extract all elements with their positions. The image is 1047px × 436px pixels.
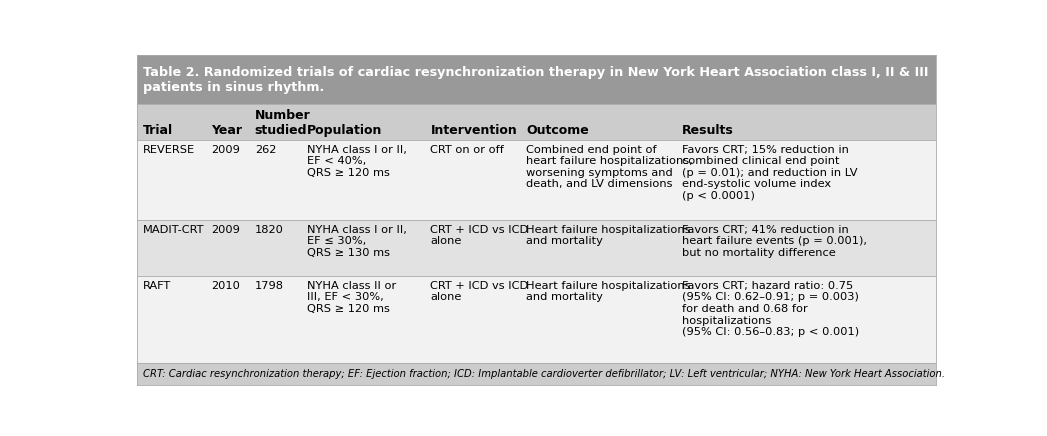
Text: Population: Population — [307, 124, 382, 137]
Text: Heart failure hospitalizations
and mortality: Heart failure hospitalizations and morta… — [527, 225, 691, 246]
Text: CRT + ICD vs ICD
alone: CRT + ICD vs ICD alone — [430, 281, 529, 302]
Bar — [520, 220, 676, 276]
Bar — [137, 276, 205, 363]
Text: 1820: 1820 — [254, 225, 284, 235]
Text: Favors CRT; 41% reduction in
heart failure events (p = 0.001),
but no mortality : Favors CRT; 41% reduction in heart failu… — [682, 225, 867, 258]
Bar — [676, 104, 936, 140]
Text: Number
studied: Number studied — [254, 109, 311, 137]
Bar — [205, 276, 249, 363]
Text: CRT: Cardiac resynchronization therapy; EF: Ejection fraction; ICD: Implantable : CRT: Cardiac resynchronization therapy; … — [143, 369, 945, 379]
Bar — [520, 276, 676, 363]
Text: MADIT-CRT: MADIT-CRT — [143, 225, 204, 235]
Text: NYHA class I or II,
EF ≤ 30%,
QRS ≥ 130 ms: NYHA class I or II, EF ≤ 30%, QRS ≥ 130 … — [307, 225, 406, 258]
Text: NYHA class II or
III, EF < 30%,
QRS ≥ 120 ms: NYHA class II or III, EF < 30%, QRS ≥ 12… — [307, 281, 396, 314]
Text: REVERSE: REVERSE — [143, 144, 195, 154]
Bar — [205, 220, 249, 276]
Text: NYHA class I or II,
EF < 40%,
QRS ≥ 120 ms: NYHA class I or II, EF < 40%, QRS ≥ 120 … — [307, 144, 406, 178]
Bar — [302, 104, 425, 140]
Bar — [249, 276, 302, 363]
Bar — [425, 104, 520, 140]
Bar — [302, 140, 425, 220]
Text: Table 2. Randomized trials of cardiac resynchronization therapy in New York Hear: Table 2. Randomized trials of cardiac re… — [143, 66, 929, 94]
Text: Favors CRT; hazard ratio: 0.75
(95% CI: 0.62–0.91; p = 0.003)
for death and 0.68: Favors CRT; hazard ratio: 0.75 (95% CI: … — [682, 281, 860, 337]
Bar — [249, 104, 302, 140]
Text: 2009: 2009 — [210, 225, 240, 235]
Text: Results: Results — [682, 124, 734, 137]
Bar — [520, 140, 676, 220]
Bar — [520, 104, 676, 140]
Bar — [249, 220, 302, 276]
Bar — [302, 220, 425, 276]
Text: Outcome: Outcome — [527, 124, 589, 137]
Bar — [137, 104, 205, 140]
Text: RAFT: RAFT — [143, 281, 172, 291]
Bar — [137, 220, 205, 276]
Text: Intervention: Intervention — [430, 124, 517, 137]
Bar — [205, 140, 249, 220]
Text: Trial: Trial — [143, 124, 173, 137]
Bar — [205, 104, 249, 140]
Text: Favors CRT; 15% reduction in
combined clinical end point
(p = 0.01); and reducti: Favors CRT; 15% reduction in combined cl… — [682, 144, 857, 201]
Text: Year: Year — [210, 124, 242, 137]
Bar — [249, 140, 302, 220]
Text: 262: 262 — [254, 144, 276, 154]
Text: 1798: 1798 — [254, 281, 284, 291]
Bar — [302, 276, 425, 363]
Bar — [425, 140, 520, 220]
Bar — [137, 140, 205, 220]
Bar — [676, 220, 936, 276]
Bar — [676, 276, 936, 363]
Text: Heart failure hospitalizations
and mortality: Heart failure hospitalizations and morta… — [527, 281, 691, 302]
Text: CRT + ICD vs ICD
alone: CRT + ICD vs ICD alone — [430, 225, 529, 246]
Bar — [425, 220, 520, 276]
Text: Combined end point of
heart failure hospitalizations,
worsening symptoms and
dea: Combined end point of heart failure hosp… — [527, 144, 693, 189]
Text: 2010: 2010 — [210, 281, 240, 291]
Bar — [137, 55, 936, 104]
Bar — [425, 276, 520, 363]
Bar — [137, 363, 936, 385]
Text: CRT on or off: CRT on or off — [430, 144, 505, 154]
Text: 2009: 2009 — [210, 144, 240, 154]
Bar — [676, 140, 936, 220]
